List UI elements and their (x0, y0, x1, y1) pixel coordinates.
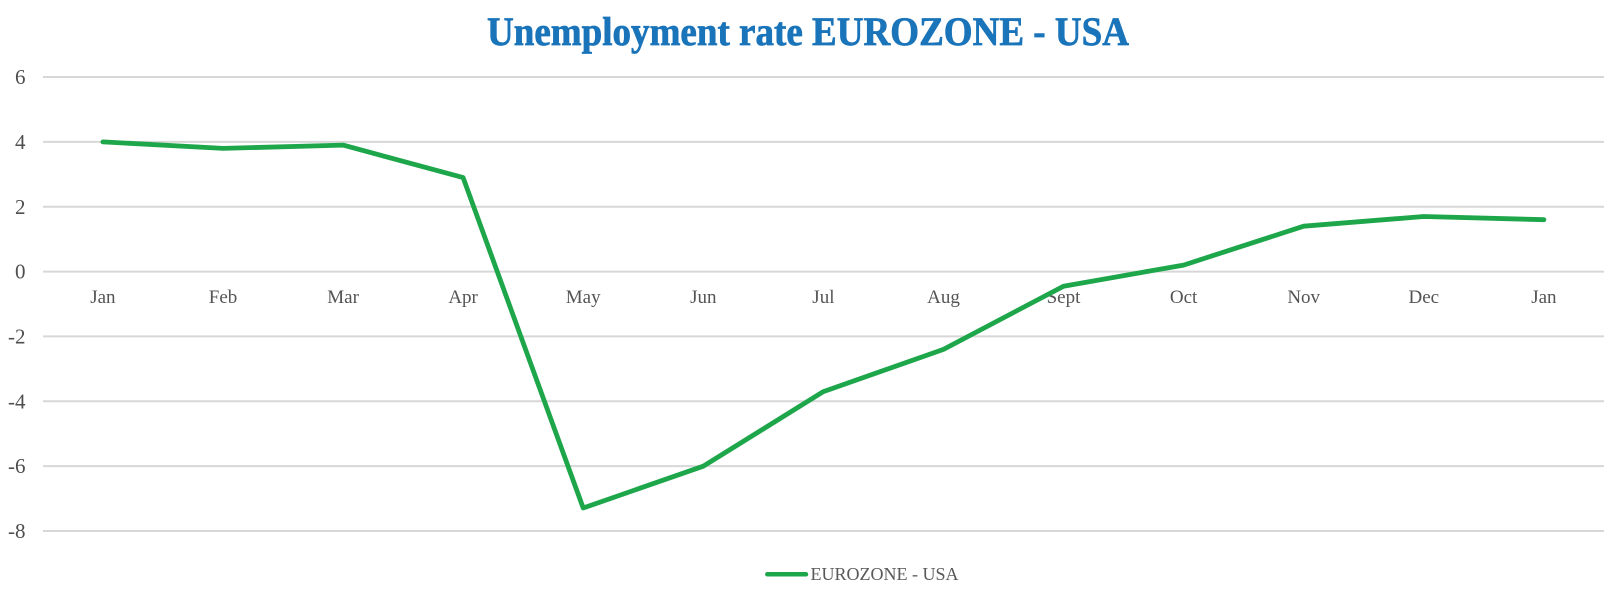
svg-text:-6: -6 (8, 454, 26, 478)
svg-text:0: 0 (15, 260, 26, 284)
svg-text:Jul: Jul (812, 287, 834, 308)
svg-text:-4: -4 (8, 389, 26, 413)
svg-text:May: May (566, 287, 601, 308)
svg-text:Nov: Nov (1287, 287, 1320, 308)
svg-text:Feb: Feb (209, 287, 238, 308)
svg-text:Mar: Mar (327, 287, 359, 308)
svg-text:Dec: Dec (1409, 287, 1440, 308)
svg-text:-2: -2 (8, 325, 26, 349)
svg-text:Jan: Jan (90, 287, 116, 308)
svg-text:2: 2 (15, 195, 26, 219)
svg-text:-8: -8 (8, 519, 26, 543)
svg-text:4: 4 (15, 130, 26, 154)
svg-text:Jan: Jan (1531, 287, 1557, 308)
svg-text:Apr: Apr (448, 287, 478, 308)
svg-text:Aug: Aug (927, 287, 960, 308)
svg-text:Unemployment rate EUROZONE - U: Unemployment rate EUROZONE - USA (487, 9, 1129, 54)
svg-text:Oct: Oct (1170, 287, 1198, 308)
svg-text:Jun: Jun (690, 287, 717, 308)
svg-text:6: 6 (15, 65, 26, 89)
svg-text:EUROZONE - USA: EUROZONE - USA (811, 564, 959, 584)
